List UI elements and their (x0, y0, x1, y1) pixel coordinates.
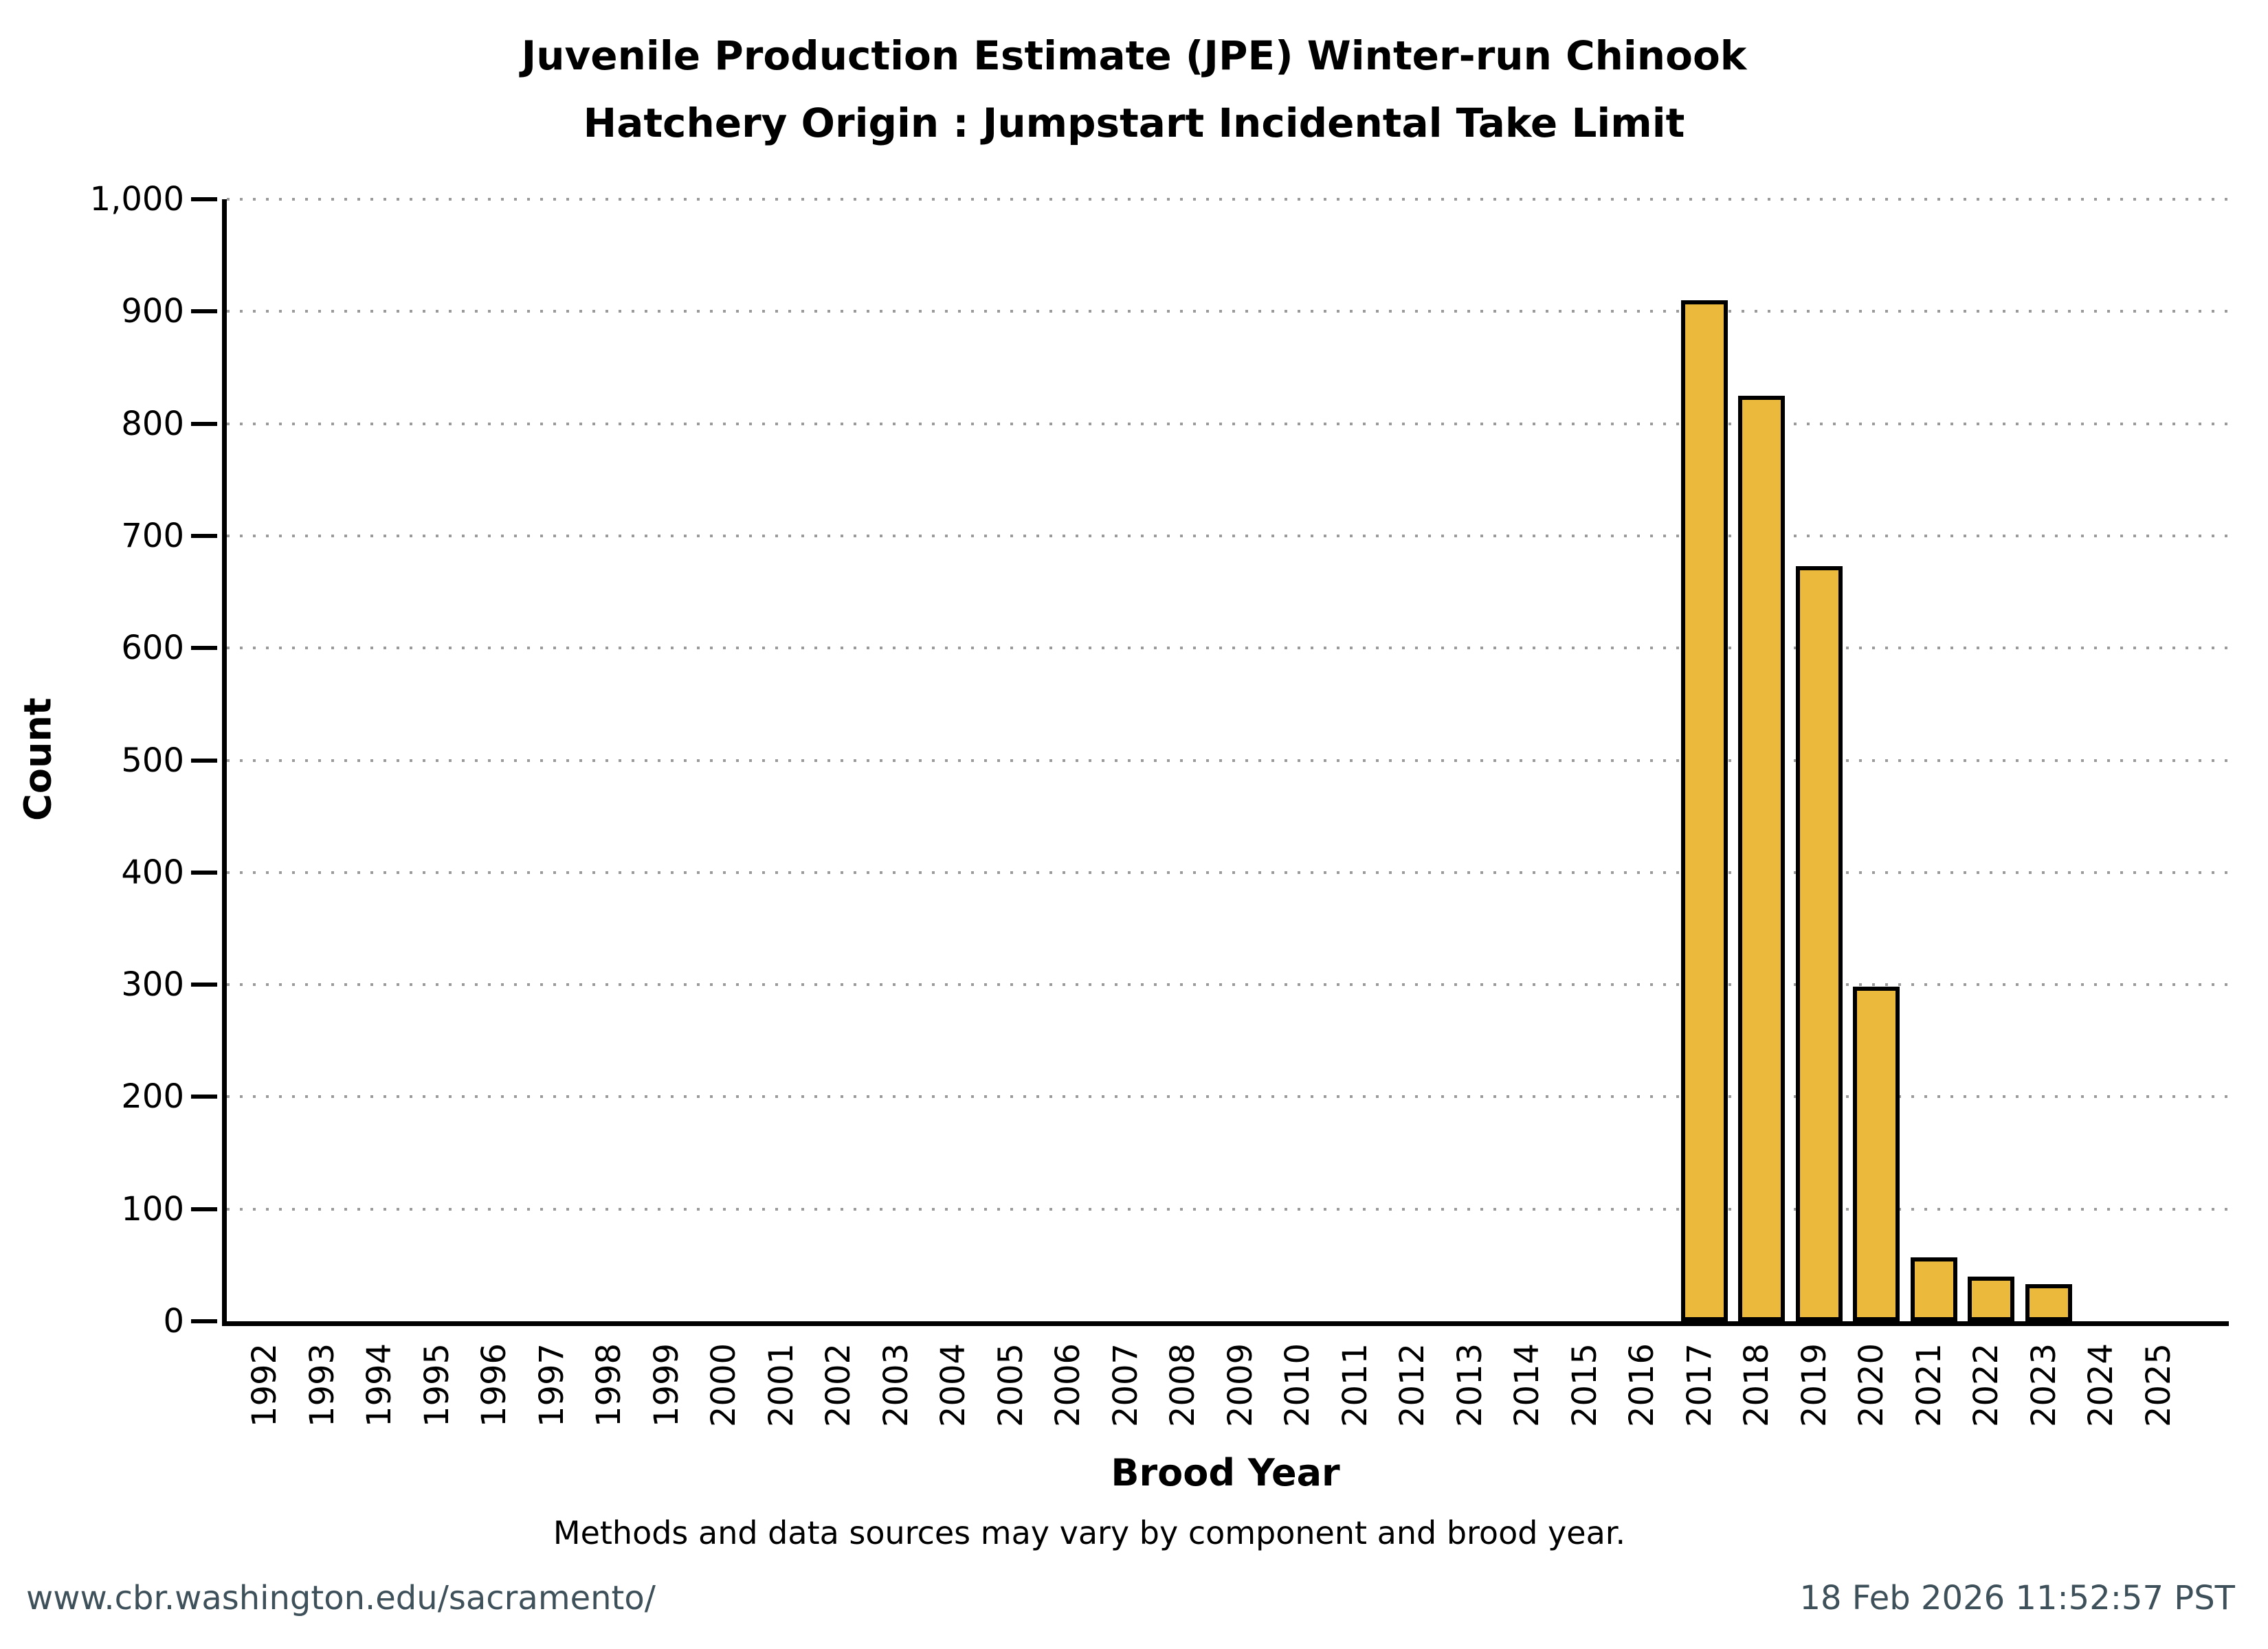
footnote: Methods and data sources may vary by com… (553, 1514, 1626, 1551)
plot-area (191, 197, 2229, 1326)
x-axis-title: Brood Year (1111, 1451, 1340, 1494)
y-tick-label: 600 (121, 629, 184, 668)
y-gridline (227, 871, 2229, 874)
bar-2018 (1738, 395, 1785, 1321)
bar-2022 (1968, 1276, 2014, 1321)
y-gridline (227, 759, 2229, 762)
bar-2020 (1853, 987, 1900, 1321)
y-gridline (227, 422, 2229, 425)
y-tick-label: 500 (121, 741, 184, 780)
y-tick (191, 1319, 217, 1323)
y-tick-label: 1,000 (89, 180, 184, 218)
y-gridline (227, 310, 2229, 313)
y-gridline (227, 647, 2229, 650)
y-tick (191, 646, 217, 651)
y-tick-label: 0 (163, 1302, 184, 1340)
y-tick (191, 421, 217, 426)
y-tick-label: 900 (121, 292, 184, 331)
y-tick (191, 533, 217, 538)
bar-2017 (1680, 300, 1728, 1321)
y-tick-label: 800 (121, 404, 184, 443)
bar-2023 (2025, 1284, 2072, 1321)
chart-title-line1: Juvenile Production Estimate (JPE) Winte… (521, 32, 1747, 79)
y-tick-label: 100 (121, 1189, 184, 1229)
y-tick (191, 758, 217, 763)
y-tick (191, 1095, 217, 1099)
y-tick-label: 300 (121, 965, 184, 1005)
y-gridline (227, 198, 2229, 201)
y-tick (191, 309, 217, 314)
y-tick-label: 700 (121, 516, 184, 555)
y-gridline (227, 983, 2229, 987)
y-gridline (227, 1207, 2229, 1211)
y-tick-label: 200 (121, 1077, 184, 1117)
y-tick (191, 197, 217, 201)
y-gridline (227, 534, 2229, 537)
chart-title-line2: Hatchery Origin : Jumpstart Incidental T… (583, 100, 1685, 146)
bar-2021 (1910, 1257, 1957, 1321)
y-tick-label: 400 (121, 853, 184, 892)
y-tick (191, 1207, 217, 1211)
y-gridline (227, 1095, 2229, 1099)
y-tick (191, 870, 217, 875)
footer-url: www.cbr.washington.edu/sacramento/ (26, 1579, 656, 1617)
y-tick (191, 983, 217, 987)
footer-timestamp: 18 Feb 2026 11:52:57 PST (1799, 1579, 2235, 1617)
bar-2019 (1795, 566, 1843, 1321)
